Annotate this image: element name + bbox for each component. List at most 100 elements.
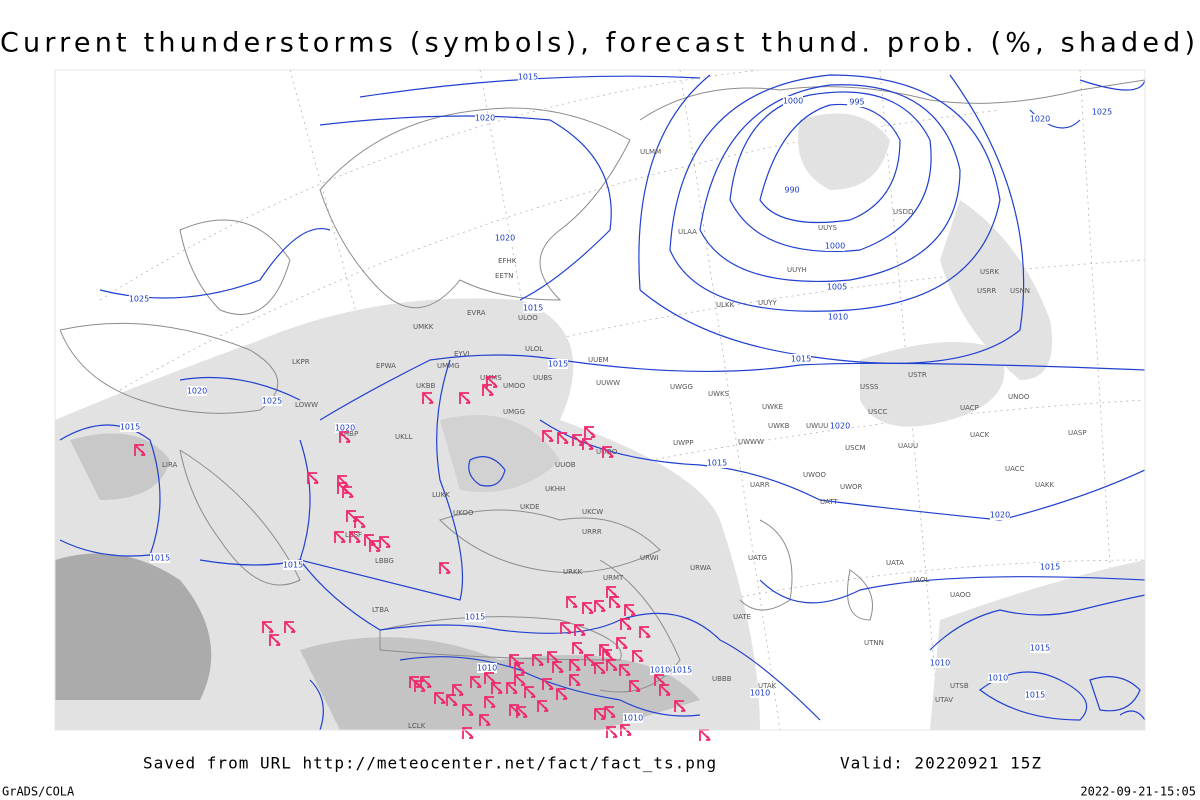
station-label: UMGG <box>503 408 525 416</box>
station-label: UBBB <box>712 675 732 683</box>
isobar-label-bg <box>129 294 149 304</box>
thunderstorm-symbol <box>594 662 606 674</box>
thunderstorm-symbol <box>439 562 451 574</box>
thunderstorm-symbol <box>484 696 496 708</box>
station-label: UWUU <box>806 422 828 430</box>
thunderstorm-symbol <box>569 659 581 671</box>
isobar-label-bg <box>707 458 727 468</box>
station-label: UWGG <box>670 383 693 391</box>
station-label: LUKK <box>432 491 450 499</box>
thunderstorm-symbol <box>572 642 584 654</box>
thunderstorm-symbol <box>572 434 584 446</box>
thunderstorm-symbol <box>524 686 536 698</box>
thunderstorm-symbol <box>269 634 281 646</box>
thunderstorm-symbol <box>582 438 594 450</box>
isobar-label-bg <box>650 665 670 675</box>
isobar-label: 1015 <box>1040 563 1060 572</box>
timestamp: 2022-09-21-15:05 <box>1080 785 1196 799</box>
isobar-label: 1015 <box>1030 644 1050 653</box>
station-label: UKDE <box>520 503 540 511</box>
station-label: USNN <box>1010 287 1030 295</box>
station-label: UMOO <box>503 382 526 390</box>
isobar-label-bg <box>750 688 770 698</box>
thunderstorm-symbol <box>674 700 686 712</box>
isobar-label: 990 <box>784 186 799 195</box>
station-label: EETN <box>495 272 513 280</box>
thunderstorm-symbol <box>422 392 434 404</box>
station-label: URKK <box>563 568 583 576</box>
thunderstorm-symbol <box>452 684 464 696</box>
isobar-label-bg <box>548 359 568 369</box>
thunderstorm-symbol <box>602 649 614 661</box>
isobar-label: 1015 <box>283 561 303 570</box>
map-frame <box>54 69 1146 731</box>
isobar-label: 1015 <box>791 355 811 364</box>
isobar-label: 995 <box>849 98 864 107</box>
station-label: UACP <box>960 404 979 412</box>
thunderstorm-symbol <box>532 654 544 666</box>
isobar-label: 1015 <box>707 459 727 468</box>
station-label: UKLL <box>395 433 413 441</box>
isobar-label-bg <box>283 560 303 570</box>
thunderstorm-symbol <box>379 536 391 548</box>
thunderstorm-symbol <box>616 637 628 649</box>
isobar-label-bg <box>1092 107 1112 117</box>
coastlines <box>59 79 1146 693</box>
station-label: USRK <box>980 268 999 276</box>
thunderstorm-symbol <box>629 680 641 692</box>
station-label: EFHK <box>498 257 517 265</box>
valid-time: Valid: 20220921 15Z <box>840 754 1042 773</box>
station-label: USTR <box>908 371 927 379</box>
isobar-label: 1025 <box>1092 108 1112 117</box>
thunderstorm-symbol <box>354 516 366 528</box>
thunderstorm-symbol <box>594 600 606 612</box>
thunderstorm-symbol <box>346 510 358 522</box>
thunderstorm-symbol <box>609 596 621 608</box>
station-label: URWA <box>690 564 711 572</box>
thunderstorm-symbol <box>602 446 614 458</box>
thunderstorm-symbol <box>584 426 596 438</box>
isobar-label-bg <box>783 96 803 106</box>
thunderstorm-symbol <box>349 531 361 543</box>
isobar-label: 1010 <box>750 689 770 698</box>
thunderstorm-symbol <box>134 444 146 456</box>
isobar-label: 1010 <box>930 659 950 668</box>
thunderstorm-symbol <box>262 621 274 633</box>
isobar-label: 1010 <box>650 666 670 675</box>
station-label: LTBA <box>372 606 389 614</box>
isobar-label: 1025 <box>129 295 149 304</box>
station-label: UMMG <box>437 362 460 370</box>
thunderstorm-symbols <box>134 376 711 741</box>
isobar-label-bg <box>828 312 848 322</box>
station-label: UACC <box>1005 465 1025 473</box>
thunderstorm-symbol <box>537 700 549 712</box>
isobar-label-bg <box>187 386 207 396</box>
title: Current thunderstorms (symbols), forecas… <box>0 28 1195 59</box>
isobar-label: 1025 <box>262 397 282 406</box>
isobar-label: 1020 <box>990 511 1010 520</box>
station-label: URMT <box>603 574 624 582</box>
station-label: UKOO <box>453 509 474 517</box>
station-label: UAOL <box>910 576 929 584</box>
station-label: UWKE <box>762 403 783 411</box>
station-label: USCC <box>868 408 887 416</box>
isobar-label: 1020 <box>335 424 355 433</box>
thunderstorm-symbol <box>339 431 351 443</box>
thunderstorm-symbol <box>619 664 631 676</box>
thunderstorm-symbol <box>434 692 446 704</box>
station-label: UUYS <box>818 224 838 232</box>
thunderstorm-symbol <box>479 714 491 726</box>
isobar-label: 1010 <box>477 664 497 673</box>
isobar-label-bg <box>150 553 170 563</box>
station-label: UATT <box>820 498 839 506</box>
station-label: UWWW <box>738 438 764 446</box>
thunderstorm-symbol <box>414 680 426 692</box>
thunderstorm-symbol <box>516 706 528 718</box>
station-label: UTAV <box>935 696 953 704</box>
isobar-label-bg <box>791 354 811 364</box>
thunderstorm-symbol <box>462 727 474 739</box>
thunderstorm-symbol <box>459 392 471 404</box>
thunderstorm-symbol <box>337 482 349 494</box>
station-label: USDD <box>893 208 913 216</box>
